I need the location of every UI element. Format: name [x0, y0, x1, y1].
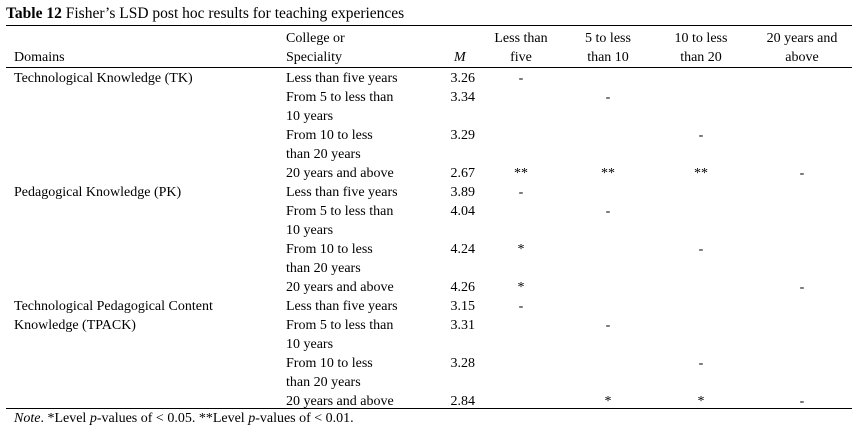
comparison-cell-c2: - [605, 318, 611, 333]
mean-cell: 4.26 [450, 280, 476, 295]
note-text-1: . *Level [40, 411, 90, 426]
comparison-cell-c3: - [698, 128, 704, 143]
mean-cell: 3.34 [450, 90, 476, 105]
mean-cell: 3.28 [450, 356, 476, 371]
bottom-rule [6, 408, 852, 409]
group-cell: From 5 to less than [286, 318, 394, 333]
header-college-line1: College or [286, 31, 345, 46]
group-cell: Less than five years [286, 185, 398, 200]
header-5-to-10-line1: 5 to less [585, 31, 631, 46]
group-cell: than 20 years [286, 147, 361, 162]
table-note: Note. *Level p-values of < 0.05. **Level… [14, 409, 354, 428]
mean-cell: 3.15 [450, 299, 476, 314]
mean-cell: 2.84 [450, 394, 476, 409]
header-20-plus-line2: above [785, 50, 819, 65]
group-cell: From 10 to less [286, 128, 373, 143]
header-10-to-20-line1: 10 to less [674, 31, 728, 46]
domain-label-cont: Knowledge (TPACK) [14, 318, 136, 333]
group-cell: 10 years [286, 223, 334, 238]
domain-label: Technological Knowledge (TK) [14, 71, 193, 86]
comparison-cell-c3: - [698, 356, 704, 371]
header-20-plus-line1: 20 years and [766, 31, 838, 46]
group-cell: From 10 to less [286, 356, 373, 371]
header-mean: M [454, 50, 466, 65]
mean-cell: 3.26 [450, 71, 476, 86]
table-number: Table 12 [6, 5, 62, 22]
comparison-cell-c1: * [517, 242, 525, 257]
mean-cell: 3.89 [450, 185, 476, 200]
comparison-cell-c4: - [799, 280, 805, 295]
comparison-cell-c2: - [605, 90, 611, 105]
comparison-cell-c3: ** [694, 166, 708, 181]
comparison-cell-c4: - [799, 394, 805, 409]
note-p-2: p [248, 411, 256, 426]
group-cell: than 20 years [286, 375, 361, 390]
group-cell: From 10 to less [286, 242, 373, 257]
note-text-2: -values of < 0.05. **Level [96, 411, 249, 426]
top-rule [6, 25, 852, 26]
comparison-cell-c2: * [604, 394, 612, 409]
header-rule [6, 67, 852, 68]
group-cell: 10 years [286, 109, 334, 124]
header-domains: Domains [14, 50, 65, 65]
comparison-cell-c3: * [697, 394, 705, 409]
group-cell: than 20 years [286, 261, 361, 276]
comparison-cell-c1: - [518, 71, 524, 86]
group-cell: Less than five years [286, 71, 398, 86]
comparison-cell-c4: - [799, 166, 805, 181]
header-less-than-five-line1: Less than [494, 31, 548, 46]
comparison-cell-c3: - [698, 242, 704, 257]
group-cell: 20 years and above [286, 280, 394, 295]
group-cell: 20 years and above [286, 166, 394, 181]
domain-label: Pedagogical Knowledge (PK) [14, 185, 182, 200]
header-5-to-10-line2: than 10 [587, 50, 629, 65]
domain-label: Technological Pedagogical Content [14, 299, 213, 314]
table-title: Fisher’s LSD post hoc results for teachi… [61, 5, 405, 22]
mean-cell: 4.04 [450, 204, 476, 219]
comparison-cell-c1: ** [514, 166, 528, 181]
header-less-than-five-line2: five [510, 50, 532, 65]
header-10-to-20-line2: than 20 [680, 50, 722, 65]
mean-cell: 3.29 [450, 128, 476, 143]
group-cell: 20 years and above [286, 394, 394, 409]
mean-cell: 2.67 [450, 166, 476, 181]
group-cell: Less than five years [286, 299, 398, 314]
comparison-cell-c2: - [605, 204, 611, 219]
note-p-1: p [89, 411, 97, 426]
mean-cell: 4.24 [450, 242, 476, 257]
table-caption: Table 12 Fisher’s LSD post hoc results f… [6, 5, 404, 23]
mean-cell: 3.31 [450, 318, 476, 333]
note-text-3: -values of < 0.01. [255, 411, 354, 426]
comparison-cell-c1: - [518, 185, 524, 200]
group-cell: From 5 to less than [286, 204, 394, 219]
group-cell: From 5 to less than [286, 90, 394, 105]
group-cell: 10 years [286, 337, 334, 352]
comparison-cell-c1: * [517, 280, 525, 295]
comparison-cell-c1: - [518, 299, 524, 314]
header-college-line2: Speciality [286, 50, 342, 65]
note-label: Note [14, 411, 41, 426]
comparison-cell-c2: ** [601, 166, 615, 181]
